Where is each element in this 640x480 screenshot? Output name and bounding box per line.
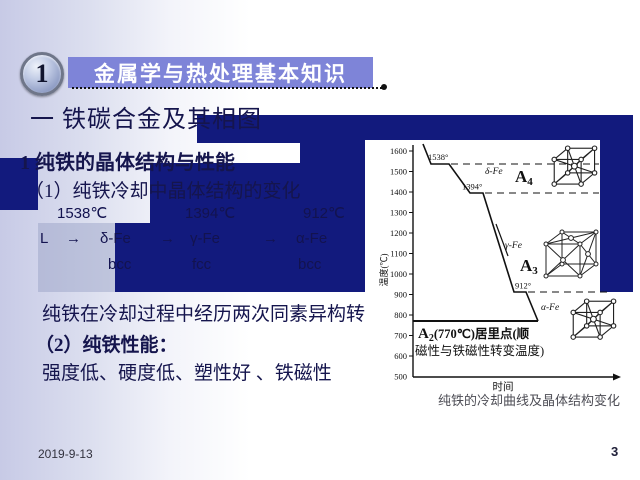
label-1538: 1538° — [428, 152, 448, 162]
ytick-1100: 1100 — [390, 249, 407, 259]
temperature-912: 912℃ — [303, 205, 345, 222]
label-a4: A4 — [515, 167, 533, 188]
label-gamma-fe: γ-Fe — [505, 241, 522, 251]
bg-gray-square — [38, 223, 115, 292]
arrow-3: → — [263, 230, 278, 247]
label-alpha-fe: α-Fe — [541, 303, 559, 313]
ytick-500: 500 — [394, 372, 407, 382]
cooling-curve — [422, 143, 539, 322]
phase-gamma-fe: γ-Fe — [190, 230, 220, 247]
slide-title: 金属学与热处理基本知识 — [94, 62, 347, 86]
ytick-900: 900 — [394, 290, 407, 300]
y-axis-label: 温度(℃) — [378, 254, 389, 287]
lattice-fcc: fcc — [192, 256, 212, 273]
cooling-curve-chart: 1600 1500 1400 1300 1200 1100 1000 900 8… — [365, 140, 621, 402]
dotted-underline-end-dot — [381, 84, 387, 90]
ytick-1200: 1200 — [390, 228, 407, 238]
label-a2-curie-line1: A2(770℃)居里点(顺 — [418, 326, 530, 344]
subheading-1: 1 纯铁的晶体结构与性能 — [20, 152, 235, 174]
chart-caption: 纯铁的冷却曲线及晶体结构变化 — [438, 393, 621, 408]
dotted-underline — [72, 87, 382, 89]
temperature-1538: 1538℃ — [57, 205, 108, 222]
label-912: 912° — [515, 281, 531, 291]
bg-navy-block-top — [197, 115, 633, 143]
bg-navy-square-left — [0, 158, 38, 210]
temperature-1394: 1394℃ — [185, 205, 236, 222]
label-delta-fe: δ-Fe — [485, 167, 503, 177]
ytick-600: 600 — [394, 351, 407, 361]
chapter-number: 1 — [35, 59, 49, 88]
ytick-800: 800 — [394, 310, 407, 320]
properties-text: 强度低、硬度低、塑性好 、铁磁性 — [42, 363, 332, 384]
lattice-bcc-1: bcc — [108, 256, 132, 273]
cooling-curve-svg: 1600 1500 1400 1300 1200 1100 1000 900 8… — [365, 140, 621, 397]
x-axis-arrow — [613, 373, 621, 381]
ytick-700: 700 — [394, 331, 407, 341]
section-heading: 一 铁碳合金及其相图 — [30, 107, 262, 133]
ytick-1500: 1500 — [390, 167, 407, 177]
phase-liquid: L — [40, 230, 49, 247]
curve-break-mark — [495, 223, 509, 257]
arrow-2: → — [160, 230, 175, 247]
slide-date: 2019-9-13 — [38, 447, 93, 461]
ytick-1300: 1300 — [390, 208, 407, 218]
label-1394: 1394° — [462, 182, 482, 192]
x-axis-label: 时间 — [493, 380, 514, 393]
ytick-1600: 1600 — [390, 146, 407, 156]
conclusion-text: 纯铁在冷却过程中经历两次同素异构转变 — [42, 304, 385, 325]
arrow-1: → — [66, 230, 81, 247]
label-a2-curie-line2: 磁性与铁磁性转变温度) — [415, 343, 544, 358]
phase-alpha-fe: α-Fe — [296, 230, 328, 247]
phase-delta-fe: δ-Fe — [100, 230, 131, 247]
y-tick-labels: 1600 1500 1400 1300 1200 1100 1000 900 8… — [390, 146, 407, 382]
ytick-1400: 1400 — [390, 187, 407, 197]
label-a3: A3 — [520, 256, 538, 277]
subheading-2: （2）纯铁性能： — [35, 335, 178, 356]
page-number: 3 — [611, 444, 619, 459]
y-tick-marks — [409, 150, 413, 357]
chart-background — [365, 140, 600, 397]
lattice-bcc-2: bcc — [298, 256, 322, 273]
ytick-1000: 1000 — [390, 269, 407, 279]
title-bar: 金属学与热处理基本知识 — [68, 57, 373, 88]
subitem-1: （1）纯铁冷却中晶体结构的变化 — [25, 181, 301, 202]
chapter-number-badge: 1 — [20, 52, 64, 96]
